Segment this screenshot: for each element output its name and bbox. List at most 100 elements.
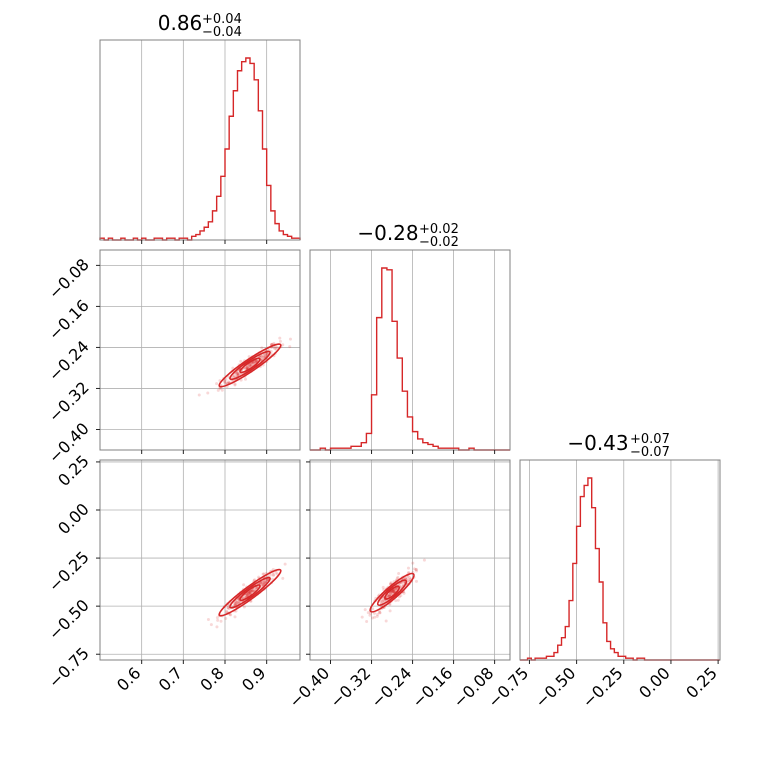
scatter-point (243, 594, 247, 598)
panel-histogram-param-1: 0.86 +0.04 −0.04 (99, 11, 301, 244)
density-contours (369, 572, 415, 613)
density-contour (369, 572, 415, 613)
density-contour (229, 576, 271, 609)
scatter-point (245, 366, 249, 370)
scatter-point (261, 582, 265, 586)
scatter-point (261, 580, 265, 584)
scatter-point (255, 359, 259, 363)
scatter-point (377, 609, 381, 613)
scatter-point (394, 587, 398, 591)
grid-lines (310, 460, 510, 660)
scatter-point (378, 611, 382, 615)
scatter-point (381, 598, 385, 602)
scatter-point (392, 589, 396, 593)
scatter-point (395, 577, 399, 581)
scatter-point (223, 379, 227, 383)
scatter-point (264, 580, 268, 584)
scatter-point (278, 339, 282, 343)
scatter-point (265, 352, 269, 356)
scatter-point (411, 561, 415, 565)
scatter-point (396, 598, 400, 602)
scatter-point (229, 613, 233, 617)
panel-title-lower-error: −0.04 (202, 25, 242, 40)
scatter-point (223, 379, 227, 383)
scatter-point (272, 341, 276, 345)
scatter-point (381, 599, 385, 603)
scatter-point (262, 572, 266, 576)
scatter-point (249, 363, 253, 367)
scatter-point (276, 346, 280, 350)
scatter-point (250, 589, 254, 593)
scatter-point (247, 590, 251, 594)
scatter-point (414, 579, 418, 583)
axes-frame (519, 459, 721, 661)
density-contour (376, 579, 408, 607)
scatter-point (248, 589, 252, 593)
scatter-point (262, 355, 266, 359)
scatter-point (215, 616, 219, 620)
scatter-point (388, 609, 392, 613)
scatter-point (403, 577, 407, 581)
scatter-point (250, 589, 254, 593)
tick-marks (330, 450, 496, 454)
scatter-point (387, 593, 391, 597)
tick-marks (528, 660, 719, 664)
scatter-point (231, 366, 235, 370)
scatter-point (391, 590, 395, 594)
scatter-point (250, 363, 254, 367)
scatter-point (234, 600, 238, 604)
scatter-point (274, 345, 278, 349)
scatter-point (197, 393, 201, 397)
scatter-point (386, 594, 390, 598)
scatter-point (422, 558, 426, 562)
scatter-point (274, 570, 278, 574)
scatter-point (373, 611, 377, 615)
density-contour (384, 585, 401, 600)
axes-frame (99, 249, 301, 451)
scatter-point (389, 581, 393, 585)
scatter-point (247, 591, 251, 595)
scatter-point (388, 592, 392, 596)
scatter-point (365, 619, 369, 623)
axes-frame (309, 249, 511, 451)
scatter-point (414, 568, 418, 572)
scatter-point (257, 575, 261, 579)
tick-marks (306, 461, 496, 664)
scatter-point (249, 590, 253, 594)
scatter-point (264, 354, 268, 358)
tick-marks (96, 264, 268, 454)
scatter-point (226, 606, 230, 610)
scatter-point (412, 567, 416, 571)
scatter-point (250, 589, 254, 593)
scatter-point (407, 570, 411, 574)
scatter-point (255, 586, 259, 590)
scatter-point (254, 360, 258, 364)
scatter-point (366, 611, 370, 615)
scatter-point (391, 589, 395, 593)
panel-title-value: −0.28 (357, 221, 418, 245)
scatter-point (243, 377, 247, 381)
scatter-point (360, 615, 364, 619)
scatter-point (261, 572, 265, 576)
scatter-point (272, 573, 276, 577)
scatter-point (391, 590, 395, 594)
scatter-point (391, 589, 395, 593)
scatter-point (249, 591, 253, 595)
scatter-point (245, 593, 249, 597)
scatter-point (247, 591, 251, 595)
scatter-point (248, 364, 252, 368)
scatter-point (245, 593, 249, 597)
scatter-point (254, 359, 258, 363)
scatter-point (255, 586, 259, 590)
scatter-point (387, 594, 391, 598)
scatter-point (363, 608, 367, 612)
histogram-bars (99, 57, 301, 241)
scatter-point (371, 616, 375, 620)
scatter-point (248, 363, 252, 367)
panel-title-value: 0.86 (158, 11, 203, 35)
density-contour (218, 568, 282, 617)
scatter-point (375, 614, 379, 618)
scatter-point (262, 353, 266, 357)
scatter-point (246, 591, 250, 595)
